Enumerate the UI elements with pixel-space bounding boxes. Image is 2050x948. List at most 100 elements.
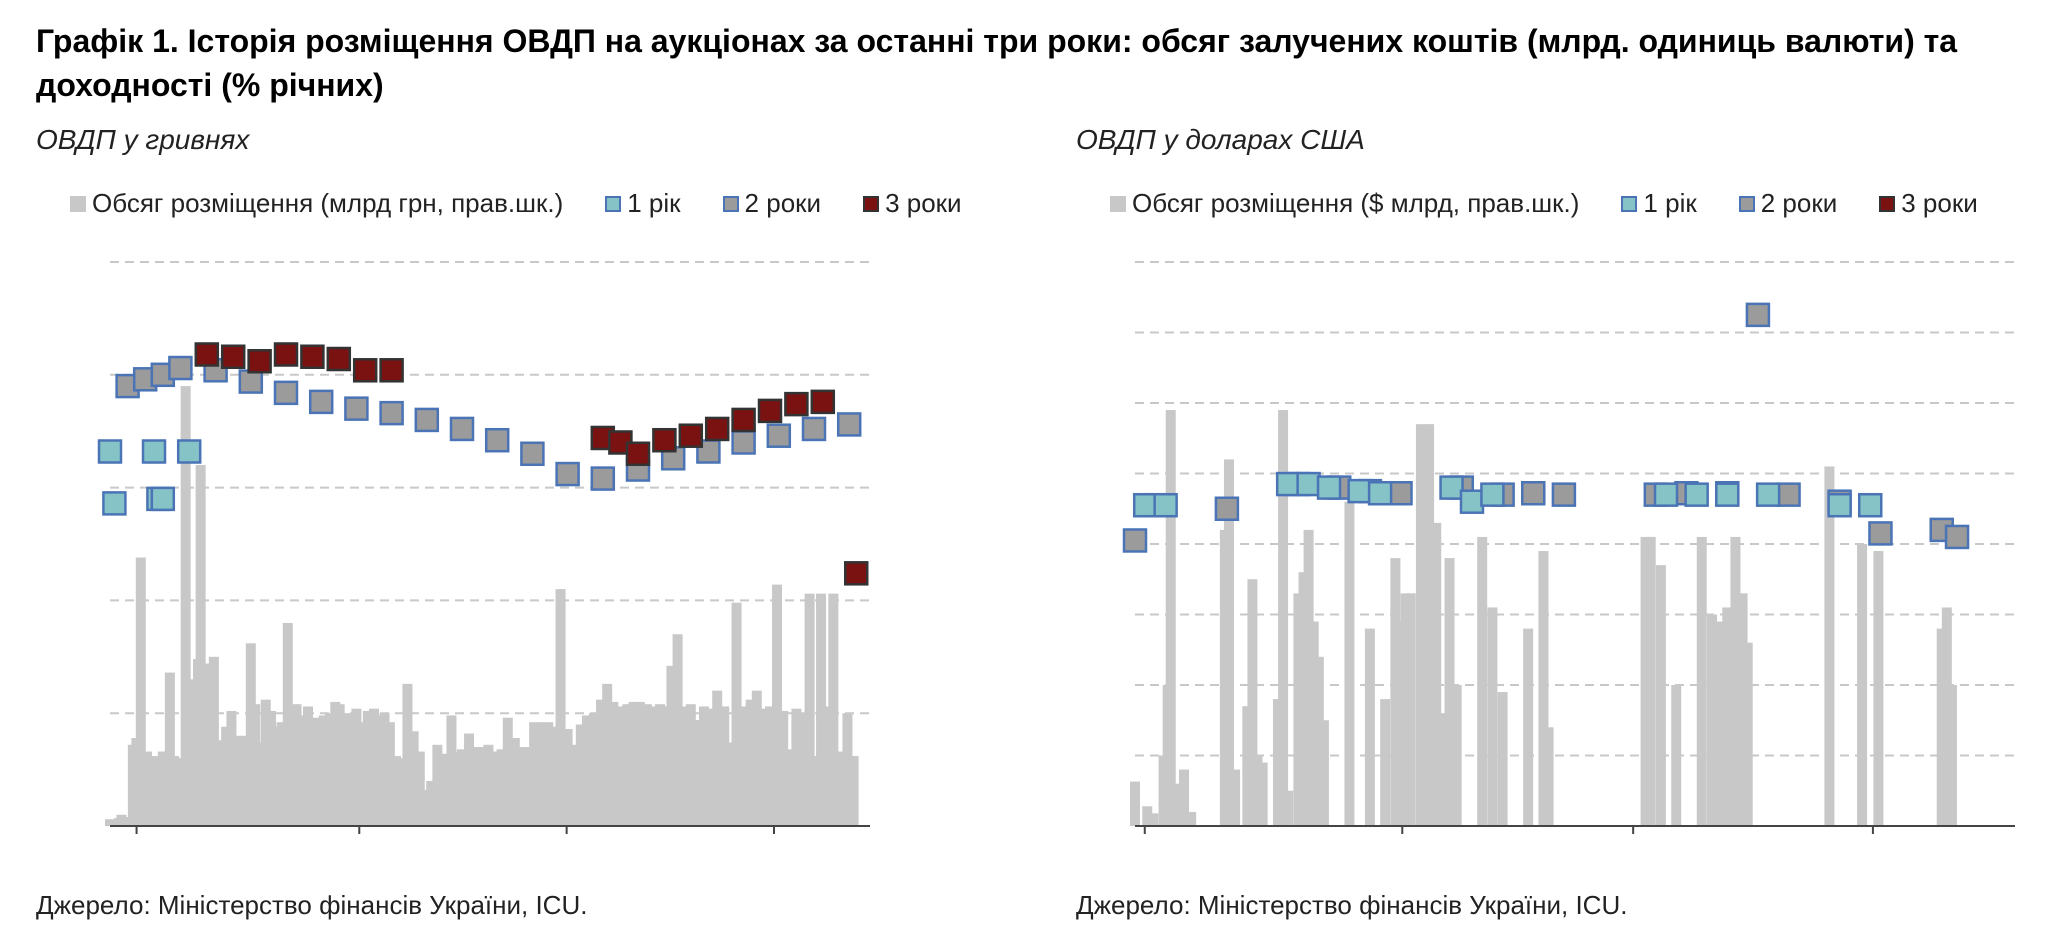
volume-bar bbox=[1722, 607, 1733, 826]
volume-bar bbox=[719, 706, 730, 826]
legend-item-3y: 3 роки bbox=[1879, 188, 1978, 219]
volume-bar bbox=[169, 756, 180, 826]
legend-swatch-1y bbox=[1621, 195, 1638, 212]
two-year-yield-point bbox=[1745, 302, 1771, 328]
volume-bar bbox=[1230, 769, 1241, 826]
volume-bar bbox=[791, 708, 802, 826]
volume-bar bbox=[622, 704, 633, 826]
volume-bar bbox=[549, 726, 560, 826]
volume-bar bbox=[1415, 424, 1426, 826]
two-year-yield-point bbox=[836, 412, 862, 437]
volume-bar bbox=[402, 683, 413, 826]
volume-bar bbox=[439, 753, 450, 826]
volume-bar bbox=[502, 717, 513, 826]
three-year-yield-point bbox=[757, 398, 783, 424]
volume-bar bbox=[575, 724, 586, 826]
one-year-yield-point bbox=[1132, 492, 1158, 518]
volume-bar bbox=[151, 756, 162, 826]
volume-bar bbox=[476, 747, 487, 826]
volume-bar bbox=[1824, 466, 1835, 826]
three-year-yield-point bbox=[652, 427, 677, 453]
two-year-yield-point bbox=[168, 355, 193, 381]
volume-bar bbox=[344, 713, 355, 826]
volume-bar bbox=[509, 738, 520, 826]
volume-bar bbox=[1497, 692, 1508, 826]
volume-bar bbox=[1640, 536, 1651, 826]
volume-bar bbox=[685, 704, 696, 826]
volume-bar bbox=[1313, 656, 1324, 826]
legend-label-2y: 2 роки bbox=[1760, 188, 1838, 218]
one-year-yield-point bbox=[1296, 471, 1321, 497]
volume-bar bbox=[325, 713, 335, 826]
volume-bar bbox=[254, 742, 265, 826]
volume-bar bbox=[122, 819, 133, 826]
volume-bar bbox=[1737, 593, 1748, 826]
panel-title-usd: ОВДП у доларах США bbox=[1076, 124, 1365, 155]
one-year-yield-point bbox=[1480, 482, 1505, 507]
two-year-yield-point bbox=[273, 380, 299, 406]
volume-bar bbox=[798, 713, 809, 826]
volume-bar bbox=[661, 706, 672, 826]
volume-bar bbox=[672, 634, 683, 826]
legend-swatch-volume bbox=[1110, 195, 1126, 212]
legend-label-volume: Обсяг розміщення (млрд грн, прав.шк.) bbox=[92, 188, 564, 218]
volume-bar bbox=[529, 722, 540, 826]
volume-bar bbox=[543, 722, 554, 826]
three-year-yield-point bbox=[704, 416, 730, 442]
volume-bar bbox=[334, 704, 345, 826]
two-year-yield-point bbox=[1521, 480, 1546, 506]
volume-bar bbox=[536, 722, 547, 826]
legend-item-volume: Обсяг розміщення ($ млрд, прав.шк.) bbox=[1110, 188, 1579, 219]
volume-bar bbox=[221, 726, 232, 826]
two-year-yield-point bbox=[520, 441, 545, 467]
volume-bar bbox=[1655, 565, 1666, 826]
two-year-yield-point bbox=[1868, 521, 1893, 546]
volume-bar bbox=[778, 710, 789, 826]
volume-bar bbox=[296, 715, 307, 826]
volume-bar bbox=[1696, 536, 1707, 826]
legend-label-volume: Обсяг розміщення ($ млрд, прав.шк.) bbox=[1132, 188, 1580, 218]
volume-bar bbox=[1380, 699, 1391, 826]
volume-bar bbox=[655, 704, 665, 826]
one-year-yield-point bbox=[102, 491, 127, 516]
legend-label-3y: 3 роки bbox=[885, 188, 962, 218]
legend-swatch-1y bbox=[605, 195, 622, 212]
volume-bar bbox=[1538, 551, 1549, 826]
two-year-yield-point bbox=[766, 423, 792, 448]
one-year-yield-point bbox=[1857, 492, 1883, 518]
volume-bar bbox=[1165, 410, 1176, 826]
legend-label-1y: 1 рік bbox=[627, 188, 681, 218]
volume-bar bbox=[1318, 720, 1329, 826]
volume-bar bbox=[678, 706, 689, 826]
one-year-yield-point bbox=[1367, 480, 1393, 506]
volume-bar bbox=[1344, 501, 1355, 826]
volume-bar bbox=[195, 465, 206, 826]
volume-bar bbox=[203, 663, 214, 826]
legend-item-3y: 3 роки bbox=[863, 188, 962, 219]
volume-bar bbox=[1308, 621, 1319, 826]
volume-bar bbox=[738, 706, 749, 826]
volume-bar bbox=[303, 706, 313, 826]
volume-bar bbox=[318, 715, 329, 826]
one-year-yield-point bbox=[1316, 475, 1342, 500]
two-year-yield-point bbox=[801, 416, 827, 442]
one-year-yield-point bbox=[1715, 482, 1740, 507]
volume-bar bbox=[725, 742, 736, 826]
two-year-yield-point bbox=[379, 400, 404, 426]
volume-bar bbox=[384, 722, 395, 826]
two-year-yield-point bbox=[590, 466, 616, 491]
volume-bar bbox=[1298, 572, 1309, 826]
panel-title-uah: ОВДП у гривнях bbox=[36, 124, 250, 155]
volume-bar bbox=[712, 690, 723, 826]
volume-bar bbox=[810, 756, 821, 826]
volume-bar bbox=[1477, 536, 1488, 826]
volume-bar bbox=[641, 704, 652, 826]
three-year-yield-point bbox=[194, 342, 220, 367]
volume-bar bbox=[186, 679, 197, 826]
volume-bar bbox=[180, 386, 191, 826]
figure-title: Графік 1. Історія розміщення ОВДП на аук… bbox=[36, 23, 1958, 103]
volume-bar bbox=[569, 744, 580, 826]
volume-bar bbox=[457, 749, 467, 826]
volume-bar bbox=[373, 715, 384, 826]
one-year-yield-point bbox=[1347, 478, 1372, 504]
